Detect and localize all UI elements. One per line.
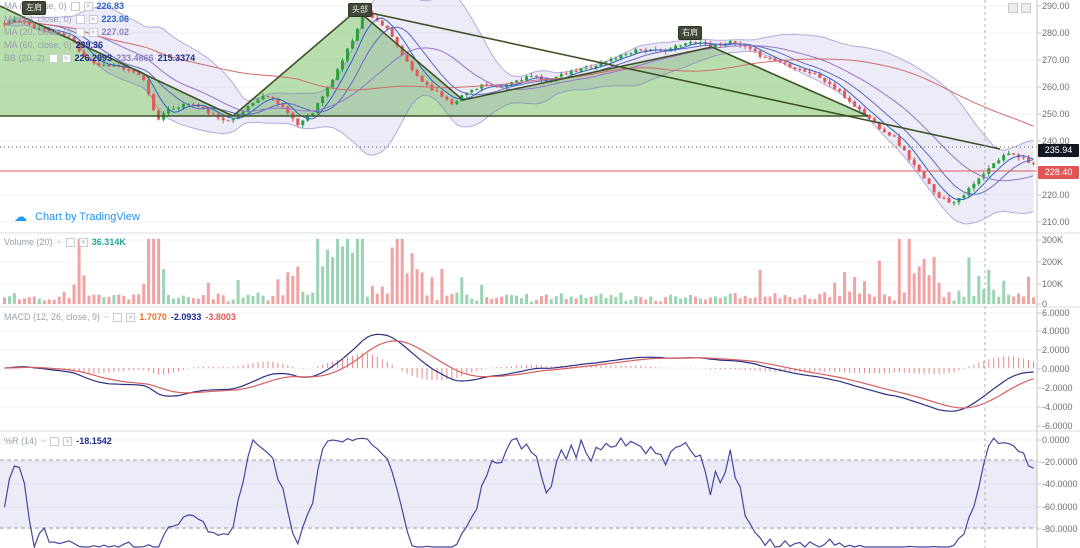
macd-line-value: -2.0933: [170, 312, 202, 322]
pane-close-icon[interactable]: [1021, 3, 1031, 13]
indicator-value: 226.83: [96, 1, 125, 11]
collapse-caret-icon[interactable]: ~: [56, 237, 62, 247]
indicator-settings-icon[interactable]: [50, 436, 60, 446]
svg-text:-20.0000: -20.0000: [1042, 457, 1078, 467]
indicator-name: MA (10, close, 0): [4, 14, 72, 24]
svg-text:-40.0000: -40.0000: [1042, 479, 1078, 489]
svg-text:4.0000: 4.0000: [1042, 326, 1070, 336]
last-price-badge[interactable]: 235.94: [1038, 144, 1079, 157]
indicator-name: Volume (20): [4, 237, 53, 247]
svg-text:240.00: 240.00: [1042, 136, 1070, 146]
wr-value: -18.1542: [76, 436, 112, 446]
legend-row-macd[interactable]: MACD (12, 26, close, 9) ~ ✕ 1.7070 -2.09…: [4, 312, 236, 322]
indicator-close-icon[interactable]: ✕: [88, 14, 98, 24]
svg-text:0.0000: 0.0000: [1042, 364, 1070, 374]
svg-text:0: 0: [1042, 299, 1047, 309]
svg-text:-60.0000: -60.0000: [1042, 502, 1078, 512]
legend-row-bb[interactable]: BB (20, 2) ✕ 226.2993 233.4666 215.3374: [4, 53, 195, 63]
indicator-settings-icon[interactable]: [70, 1, 80, 11]
svg-text:220.00: 220.00: [1042, 190, 1070, 200]
indicator-settings-icon[interactable]: [75, 14, 85, 24]
bb-basis-value: 233.4666: [116, 53, 154, 63]
pattern-label-head[interactable]: 头部: [348, 3, 372, 17]
indicator-settings-icon[interactable]: [113, 312, 123, 322]
svg-text:250.00: 250.00: [1042, 109, 1070, 119]
indicator-settings-icon[interactable]: [65, 237, 75, 247]
legend-row-ma10[interactable]: MA (10, close, 0) ✕ 223.06: [4, 14, 129, 24]
indicator-close-icon[interactable]: ✕: [78, 237, 88, 247]
macd-signal-value: -3.8003: [205, 312, 236, 322]
svg-text:260.00: 260.00: [1042, 82, 1070, 92]
pattern-label-right-shoulder[interactable]: 右肩: [678, 26, 702, 40]
tradingview-attribution[interactable]: ☁ Chart by TradingView: [14, 209, 140, 225]
bb-upper-value: 215.3374: [157, 53, 196, 63]
indicator-value: 239.36: [75, 40, 104, 50]
indicator-name: BB (20, 2): [4, 53, 45, 63]
indicator-settings-icon[interactable]: [48, 53, 58, 63]
svg-text:100K: 100K: [1042, 279, 1063, 289]
indicator-value: 223.06: [101, 14, 130, 24]
indicator-close-icon[interactable]: ✕: [88, 27, 98, 37]
collapse-caret-icon[interactable]: ~: [104, 312, 110, 322]
alert-price-badge[interactable]: 228.40: [1038, 166, 1079, 179]
indicator-close-icon[interactable]: ✕: [83, 1, 93, 11]
tradingview-logo-icon: ☁: [14, 209, 27, 224]
legend-row-ma60[interactable]: MA (60, close, 0) 239.36: [4, 40, 103, 50]
svg-text:-4.0000: -4.0000: [1042, 402, 1073, 412]
svg-text:-2.0000: -2.0000: [1042, 383, 1073, 393]
svg-text:300K: 300K: [1042, 235, 1063, 245]
svg-text:2.0000: 2.0000: [1042, 345, 1070, 355]
indicator-name: MA (20, close, 0): [4, 27, 72, 37]
pane-controls: [1008, 3, 1031, 13]
legend-row-wr[interactable]: %R (14) ~ ✕ -18.1542: [4, 436, 112, 446]
pane-maximize-icon[interactable]: [1008, 3, 1018, 13]
indicator-name: MA (60, close, 0): [4, 40, 72, 50]
indicator-name: MACD (12, 26, close, 9): [4, 312, 101, 322]
svg-text:200K: 200K: [1042, 257, 1063, 267]
legend-row-volume[interactable]: Volume (20) ~ ✕ 36.314K: [4, 237, 126, 247]
svg-text:-80.0000: -80.0000: [1042, 524, 1078, 534]
svg-text:210.00: 210.00: [1042, 217, 1070, 227]
pattern-label-left-shoulder[interactable]: 左肩: [22, 1, 46, 15]
svg-text:0.0000: 0.0000: [1042, 435, 1070, 445]
collapse-caret-icon[interactable]: ~: [41, 436, 47, 446]
indicator-name: %R (14): [4, 436, 38, 446]
svg-text:280.00: 280.00: [1042, 28, 1070, 38]
svg-text:270.00: 270.00: [1042, 55, 1070, 65]
svg-text:6.0000: 6.0000: [1042, 308, 1070, 318]
legend-row-ma20[interactable]: MA (20, close, 0) ✕ 227.02: [4, 27, 129, 37]
svg-text:290.00: 290.00: [1042, 1, 1070, 11]
indicator-close-icon[interactable]: ✕: [126, 312, 136, 322]
indicator-close-icon[interactable]: ✕: [63, 436, 73, 446]
tradingview-attribution-text: Chart by TradingView: [35, 211, 140, 223]
volume-value: 36.314K: [91, 237, 126, 247]
indicator-close-icon[interactable]: ✕: [61, 53, 71, 63]
bb-lower-value: 226.2993: [74, 53, 113, 63]
macd-hist-value: 1.7070: [139, 312, 167, 322]
svg-text:-6.0000: -6.0000: [1042, 421, 1073, 431]
indicator-settings-icon[interactable]: [75, 27, 85, 37]
indicator-value: 227.02: [101, 27, 130, 37]
